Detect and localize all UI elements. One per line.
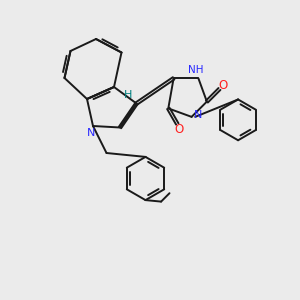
Text: O: O xyxy=(174,123,183,136)
Text: O: O xyxy=(218,79,228,92)
Text: H: H xyxy=(124,90,132,100)
Text: N: N xyxy=(87,128,96,139)
Text: NH: NH xyxy=(188,65,204,75)
Text: N: N xyxy=(194,110,202,120)
